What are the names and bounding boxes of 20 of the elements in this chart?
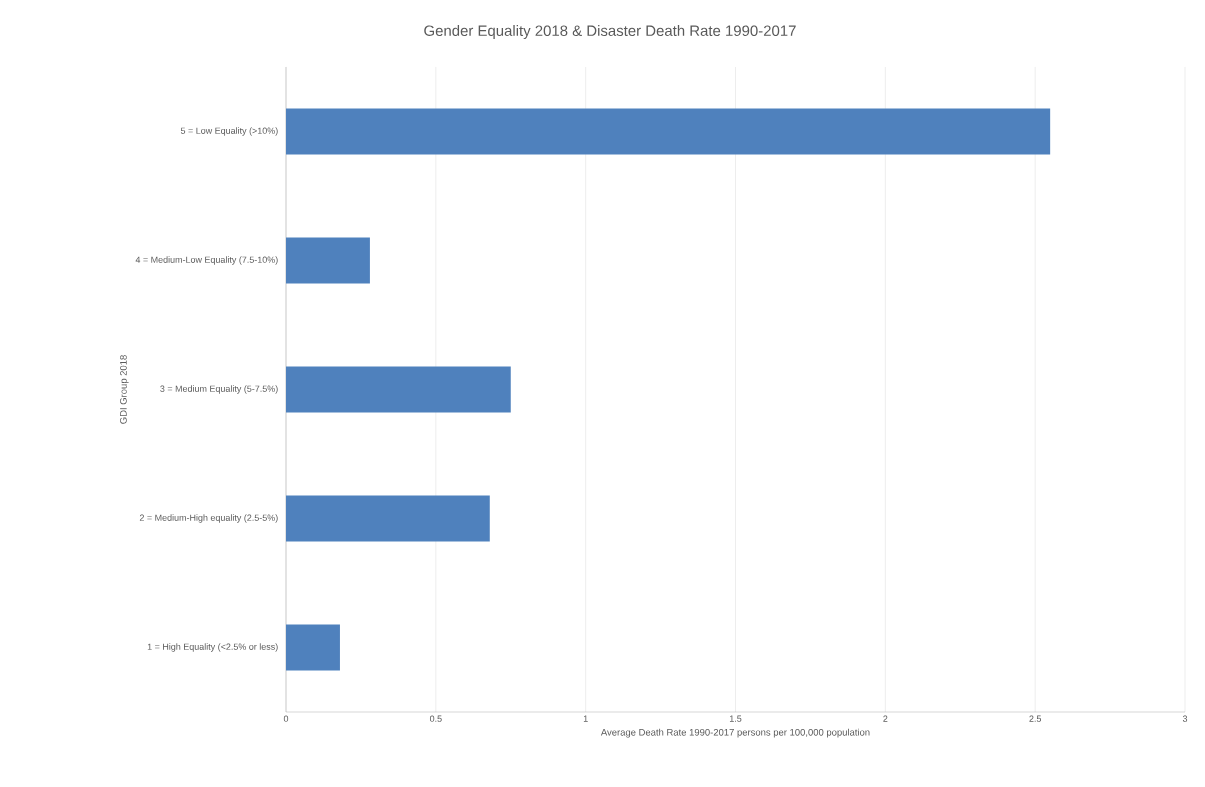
bar (286, 366, 511, 413)
bar (286, 624, 340, 671)
x-tick-label: 0 (283, 715, 289, 722)
x-tick-label: 0.5 (429, 715, 442, 722)
y-tick-label: 3 = Medium Equality (5-7.5%) (160, 385, 278, 394)
bar (286, 108, 1051, 155)
bar (286, 237, 370, 284)
y-axis-title: GDI Group 2018 (120, 355, 129, 424)
x-tick-label: 3 (1182, 715, 1188, 722)
x-tick-label: 1 (583, 715, 588, 722)
x-tick-label: 2 (883, 715, 888, 722)
x-tick-label: 1.5 (729, 715, 742, 722)
chart-title: Gender Equality 2018 & Disaster Death Rate 1990-2017 (424, 25, 796, 39)
y-tick-label: 2 = Medium-High equality (2.5-5%) (139, 514, 278, 523)
x-tick-label: 2.5 (1029, 715, 1042, 722)
y-tick-label: 4 = Medium-Low Equality (7.5-10%) (135, 256, 278, 265)
y-tick-label: 5 = Low Equality (>10%) (180, 127, 278, 136)
x-axis-title: Average Death Rate 1990-2017 persons per 100,000 population (600, 728, 870, 738)
bar (286, 495, 490, 542)
y-tick-label: 1 = High Equality (<2.5% or less) (147, 643, 278, 652)
